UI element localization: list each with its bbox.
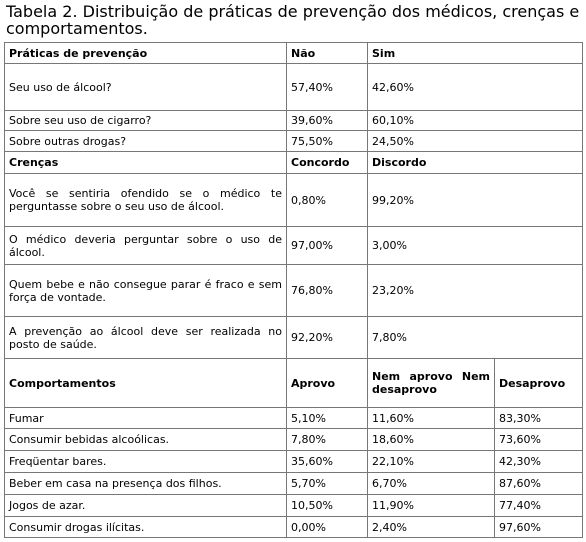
cell: 2,40%: [367, 516, 495, 538]
cell: Sobre seu uso de cigarro?: [4, 110, 287, 131]
header-row: Crenças Concordo Discordo: [4, 151, 583, 174]
cell: 11,90%: [367, 494, 495, 517]
cell: 0,00%: [286, 516, 368, 538]
header-row: Práticas de prevenção Não Sim: [4, 42, 583, 64]
cell: 5,70%: [286, 472, 368, 495]
header-row: Comportamentos Aprovo Nem aprovo Nem desap…: [4, 358, 583, 408]
cell: 0,80%: [286, 173, 368, 227]
cell: Você se sentiria ofendido se o médico te…: [4, 173, 287, 227]
data-table: Práticas de prevenção Não Sim Seu uso de ál…: [4, 42, 583, 538]
cell: 3,00%: [367, 226, 583, 265]
header-cell: Discordo: [367, 151, 583, 174]
cell: Consumir bebidas alcoólicas.: [4, 428, 287, 451]
cell: 18,60%: [367, 428, 495, 451]
cell: 24,50%: [367, 130, 583, 152]
cell: Jogos de azar.: [4, 494, 287, 517]
header-cell: Nem aprovo Nem desaprovo: [367, 358, 495, 408]
cell: 97,00%: [286, 226, 368, 265]
cell: 35,60%: [286, 450, 368, 473]
row: Você se sentiria ofendido se o médico te…: [4, 173, 583, 227]
row: Freqüentar bares. 35,60% 22,10% 42,30%: [4, 450, 583, 473]
cell: 11,60%: [367, 407, 495, 429]
cell: 60,10%: [367, 110, 583, 131]
cell: Beber em casa na presença dos filhos.: [4, 472, 287, 495]
cell: 76,80%: [286, 264, 368, 317]
header-cell: Concordo: [286, 151, 368, 174]
row: Beber em casa na presença dos filhos. 5,7…: [4, 472, 583, 495]
cell: 10,50%: [286, 494, 368, 517]
cell: 42,60%: [367, 63, 583, 111]
header-cell: Não: [286, 42, 368, 64]
cell: Quem bebe e não consegue parar é fraco e…: [4, 264, 287, 317]
row: A prevenção ao álcool deve ser realizada…: [4, 316, 583, 359]
cell: Seu uso de álcool?: [4, 63, 287, 111]
header-cell: Comportamentos: [4, 358, 287, 408]
cell: Freqüentar bares.: [4, 450, 287, 473]
row: Sobre seu uso de cigarro? 39,60% 60,10%: [4, 110, 583, 131]
table-title: Tabela 2. Distribuição de práticas de pr…: [6, 2, 580, 38]
header-cell: Práticas de prevenção: [4, 42, 287, 64]
cell: 42,30%: [494, 450, 583, 473]
cell: 7,80%: [286, 428, 368, 451]
cell: 77,40%: [494, 494, 583, 517]
cell: 97,60%: [494, 516, 583, 538]
row: Consumir drogas ilícitas. 0,00% 2,40% 97,60…: [4, 516, 583, 538]
cell: 57,40%: [286, 63, 368, 111]
cell: 75,50%: [286, 130, 368, 152]
cell: Sobre outras drogas?: [4, 130, 287, 152]
cell: 23,20%: [367, 264, 583, 317]
cell: 7,80%: [367, 316, 583, 359]
cell: O médico deveria perguntar sobre o uso d…: [4, 226, 287, 265]
row: Jogos de azar. 10,50% 11,90% 77,40%: [4, 494, 583, 517]
header-cell: Desaprovo: [494, 358, 583, 408]
cell: 92,20%: [286, 316, 368, 359]
cell: 5,10%: [286, 407, 368, 429]
row: Sobre outras drogas? 75,50% 24,50%: [4, 130, 583, 152]
row: O médico deveria perguntar sobre o uso d…: [4, 226, 583, 265]
cell: 73,60%: [494, 428, 583, 451]
cell: 87,60%: [494, 472, 583, 495]
cell: Consumir drogas ilícitas.: [4, 516, 287, 538]
row: Quem bebe e não consegue parar é fraco e…: [4, 264, 583, 317]
cell: 39,60%: [286, 110, 368, 131]
header-cell: Crenças: [4, 151, 287, 174]
cell: 6,70%: [367, 472, 495, 495]
header-cell: Aprovo: [286, 358, 368, 408]
header-cell: Sim: [367, 42, 583, 64]
cell: 22,10%: [367, 450, 495, 473]
cell: A prevenção ao álcool deve ser realizada…: [4, 316, 287, 359]
row: Fumar 5,10% 11,60% 83,30%: [4, 407, 583, 429]
cell: Fumar: [4, 407, 287, 429]
row: Consumir bebidas alcoólicas. 7,80% 18,60% 7…: [4, 428, 583, 451]
cell: 83,30%: [494, 407, 583, 429]
row: Seu uso de álcool? 57,40% 42,60%: [4, 63, 583, 111]
cell: 99,20%: [367, 173, 583, 227]
